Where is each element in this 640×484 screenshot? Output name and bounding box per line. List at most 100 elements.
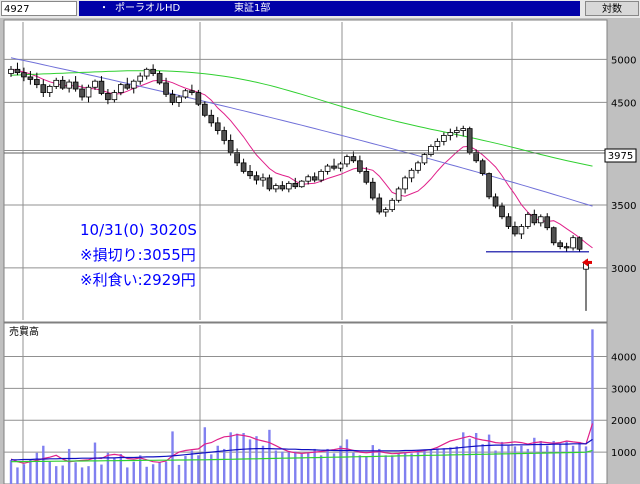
volume-bar	[306, 452, 310, 484]
volume-bar	[442, 448, 446, 484]
entry-arrow-icon	[582, 258, 588, 267]
volume-bar	[48, 461, 51, 484]
candle-body	[447, 132, 454, 136]
stock-code-field[interactable]: 4927	[1, 1, 77, 16]
volume-bar	[119, 454, 123, 484]
candle-body	[227, 139, 234, 153]
candle-body	[415, 162, 421, 171]
price-tick-label: 3000	[611, 264, 636, 275]
volume-ma-line	[11, 438, 593, 461]
candle-body	[214, 122, 221, 131]
volume-bar	[145, 466, 148, 484]
bullet-icon: ・	[99, 3, 109, 14]
volume-bar	[229, 432, 232, 484]
candle-body	[111, 92, 118, 101]
candle-body	[85, 86, 92, 98]
volume-bar	[113, 458, 116, 484]
candle-body	[98, 80, 105, 94]
candle-body	[311, 176, 318, 181]
price-tag-box	[604, 148, 637, 163]
volume-bar	[87, 466, 90, 484]
volume-bar	[410, 453, 413, 484]
candle-body	[531, 213, 538, 224]
candle-body	[344, 156, 350, 165]
volume-bar	[22, 464, 26, 484]
candle-body	[273, 185, 279, 190]
candle-body	[479, 160, 486, 174]
volume-bar	[339, 445, 342, 484]
volume-bar	[358, 455, 362, 484]
candle-body	[537, 216, 544, 224]
candle-body	[557, 242, 563, 248]
candle-body	[376, 197, 383, 213]
candle-body	[92, 80, 98, 88]
volume-bar	[158, 462, 161, 484]
volume-bar	[139, 455, 142, 484]
volume-bar	[281, 451, 284, 484]
candle-body	[34, 79, 40, 86]
annotation-take-profit: ※利食い:2929円	[80, 271, 196, 289]
volume-ma-line	[10, 423, 594, 464]
volume-bar	[164, 461, 168, 484]
volume-bar	[390, 455, 394, 484]
candle-body	[473, 152, 479, 162]
volume-bar	[42, 445, 45, 484]
volume-bar	[468, 438, 471, 484]
candle-body	[234, 152, 240, 164]
candle-body	[324, 165, 331, 172]
candle-body	[137, 75, 144, 82]
volume-bar	[190, 450, 194, 484]
candle-body	[512, 226, 518, 235]
candle-body	[499, 205, 505, 218]
candle-body	[576, 237, 583, 250]
volume-bar	[151, 464, 155, 484]
candle-body	[195, 92, 202, 105]
candle-body	[369, 181, 376, 199]
volume-bar	[481, 444, 484, 484]
candle-body	[163, 82, 169, 95]
volume-bar	[132, 461, 135, 484]
candle-body	[486, 173, 492, 198]
candle-body	[408, 169, 415, 179]
candle-body	[395, 188, 402, 201]
price-tag-value: 3975	[608, 151, 633, 162]
entry-arrow-tail	[588, 260, 592, 264]
volume-bar	[332, 453, 336, 484]
volume-bar	[268, 429, 271, 484]
volume-bar	[500, 441, 504, 484]
volume-bar	[423, 449, 426, 484]
volume-bar	[526, 448, 530, 484]
volume-bar	[487, 434, 491, 484]
volume-bar	[546, 445, 549, 484]
volume-bar	[378, 448, 381, 484]
volume-bar	[16, 467, 19, 484]
volume-panel-title: 売買高	[9, 325, 39, 338]
volume-bar	[397, 453, 400, 484]
volume-bar	[565, 441, 568, 484]
candle-body	[350, 156, 357, 162]
header-bar: 4927 ・ ポーラオルHD 東証1部 対数	[0, 0, 640, 18]
candle-body	[176, 96, 182, 103]
volume-bar	[552, 440, 555, 484]
stock-name-bar: ・ ポーラオルHD 東証1部	[79, 1, 580, 16]
candle-body	[40, 84, 47, 93]
candle-body	[441, 135, 447, 142]
volume-bar	[571, 445, 575, 484]
candle-body	[105, 93, 111, 101]
candle-body	[544, 216, 551, 229]
candle-body	[453, 130, 460, 133]
annotation-entry: 10/31(0) 3020S	[80, 221, 197, 239]
candle-body	[8, 68, 14, 74]
candle-body	[402, 177, 408, 190]
candle-body	[156, 73, 163, 84]
volume-bar	[171, 431, 174, 484]
volume-bar	[35, 452, 39, 484]
volume-bar	[100, 464, 103, 484]
volume-bar	[197, 455, 200, 484]
volume-bar	[578, 441, 581, 484]
scale-mode-button[interactable]: 対数	[585, 1, 639, 16]
volume-bar	[106, 452, 110, 484]
candle-body	[421, 154, 428, 164]
candle-body	[46, 85, 53, 93]
volume-bar	[403, 452, 407, 484]
